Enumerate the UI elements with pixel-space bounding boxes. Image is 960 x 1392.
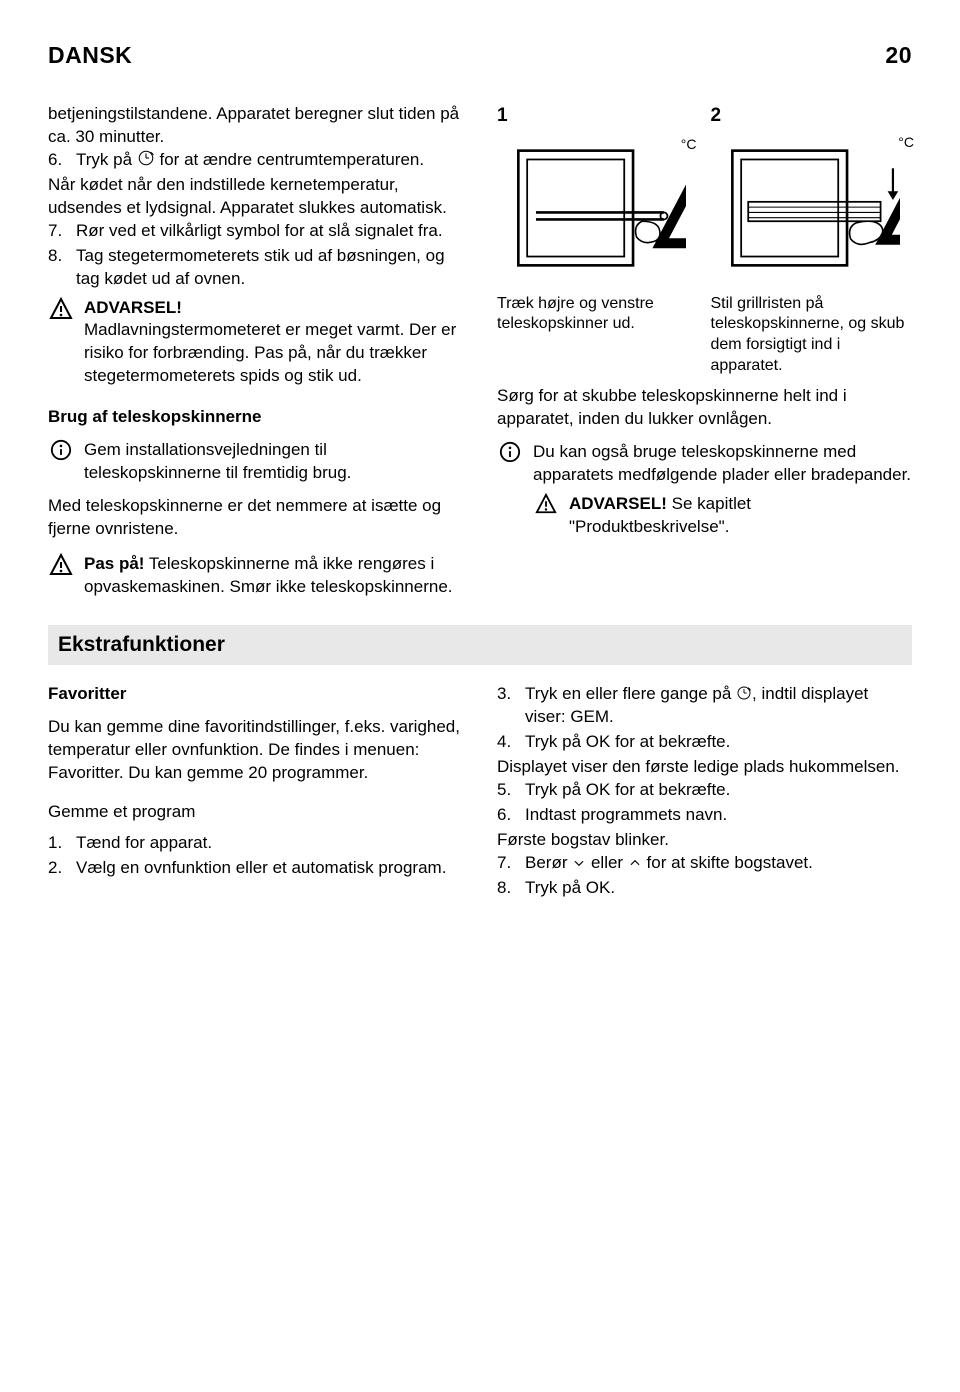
figure-1-degree: °C <box>681 135 697 154</box>
after-step4-text: Displayet viser den første ledige plads … <box>497 756 912 779</box>
chevron-up-icon <box>628 856 642 870</box>
warning-2-title: ADVARSEL! <box>569 494 667 513</box>
favorites-left: Favoritter Du kan gemme dine favoritinds… <box>48 683 463 901</box>
warning-2: ADVARSEL! Se kapitlet "Produktbeskrivels… <box>569 493 912 539</box>
page-number: 20 <box>885 40 912 71</box>
fav-step-8-num: 8. <box>497 877 525 900</box>
figure-1: 1 °C Træk højre og venstre teleskopskinn… <box>497 103 699 377</box>
fav-step-7c: for at skifte bogstavet. <box>642 853 813 872</box>
clock-hand-icon <box>736 685 752 701</box>
fav-step-5a: Tryk på <box>525 780 586 799</box>
language-label: DANSK <box>48 40 132 71</box>
fav-step-5-num: 5. <box>497 779 525 802</box>
fav-step-3-num: 3. <box>497 683 525 729</box>
push-fully-para: Sørg for at skubbe teleskopskinnerne hel… <box>497 385 912 431</box>
figure-2-number: 2 <box>711 103 913 129</box>
fav-step-8: Tryk på OK. <box>525 877 912 900</box>
warning-icon <box>49 297 73 321</box>
oven-pull-rails-illustration <box>497 133 699 283</box>
clock-hand-icon <box>137 149 155 167</box>
step-8-number: 8. <box>48 245 76 291</box>
fav-step-2-num: 2. <box>48 857 76 880</box>
figure-1-caption: Træk højre og venstre teleskopskinner ud… <box>497 294 699 336</box>
fav-step-1-num: 1. <box>48 832 76 855</box>
telescopic-heading: Brug af teleskopskinnerne <box>48 406 463 429</box>
info-icon <box>50 439 72 461</box>
step-6-text-a: Tryk på <box>76 150 137 169</box>
fav-step-2: Vælg en ovnfunktion eller et automatisk … <box>76 857 463 880</box>
figure-1-number: 1 <box>497 103 699 129</box>
figure-2-caption: Stil grillristen på teleskopskinnerne, o… <box>711 294 913 377</box>
favorites-heading: Favoritter <box>48 683 463 706</box>
telescopic-para: Med teleskopskinnerne er det nemmere at … <box>48 495 463 541</box>
fav-step-7b: eller <box>586 853 628 872</box>
fav-step-4: Tryk på OK for at bekræfte. <box>525 731 912 754</box>
continued-text: betjeningstilstandene. Apparatet beregne… <box>48 103 463 149</box>
warning-1-body: Madlavningstermometeret er meget varmt. … <box>84 319 463 388</box>
step-7-number: 7. <box>48 220 76 243</box>
after-step6-text: Når kødet når den indstillede kernetempe… <box>48 174 463 220</box>
fav-step-3a: Tryk en eller flere gange på <box>525 684 736 703</box>
after-step6-text: Første bogstav blinker. <box>497 829 912 852</box>
section-heading-extras: Ekstrafunktioner <box>48 625 912 665</box>
fav-step-8b: . <box>610 878 615 897</box>
info-also-use: Du kan også bruge teleskopskinnerne med … <box>533 441 912 539</box>
fav-step-3: Tryk en eller flere gange på , indtil di… <box>525 683 912 729</box>
step-7-body: Rør ved et vilkårligt symbol for at slå … <box>76 220 463 243</box>
favorites-intro: Du kan gemme dine favoritindstillinger, … <box>48 716 463 785</box>
save-program-heading: Gemme et program <box>48 801 463 824</box>
info-icon <box>499 441 521 463</box>
figure-2: 2 °C Stil grillristen på teleskopskinner… <box>711 103 913 377</box>
fav-step-7: Berør eller for at skifte bogstavet. <box>525 852 912 875</box>
fav-step-6-num: 6. <box>497 804 525 827</box>
info-keep-manual: Gem installationsvejledningen til telesk… <box>84 439 463 485</box>
warning-icon <box>49 553 73 577</box>
caution-telescopic: Pas på! Teleskopskinnerne må ikke rengør… <box>84 553 463 599</box>
fav-step-5b: for at bekræfte. <box>610 780 730 799</box>
fav-step-5: Tryk på OK for at bekræfte. <box>525 779 912 802</box>
step-6-number: 6. <box>48 149 76 172</box>
right-column: 1 °C Træk højre og venstre teleskopskinn… <box>497 103 912 599</box>
warning-icon <box>535 493 557 515</box>
caution-title: Pas på! <box>84 554 144 573</box>
step-6-text-b: for at ændre centrumtemperaturen. <box>155 150 424 169</box>
warning-1: ADVARSEL! Madlavningstermometeret er meg… <box>84 297 463 389</box>
figure-2-degree: °C <box>898 133 914 152</box>
fav-step-8a: Tryk på <box>525 878 586 897</box>
ok-symbol: OK <box>586 780 611 799</box>
fav-step-7a: Berør <box>525 853 572 872</box>
ok-symbol: OK <box>586 878 611 897</box>
fav-step-4b: for at bekræfte. <box>610 732 730 751</box>
left-column: betjeningstilstandene. Apparatet beregne… <box>48 103 463 599</box>
fav-step-4-num: 4. <box>497 731 525 754</box>
fav-step-1: Tænd for apparat. <box>76 832 463 855</box>
fav-step-4a: Tryk på <box>525 732 586 751</box>
step-6-body: Tryk på for at ændre centrumtemperaturen… <box>76 149 463 172</box>
info-also-text: Du kan også bruge teleskopskinnerne med … <box>533 442 911 484</box>
fav-step-6: Indtast programmets navn. <box>525 804 912 827</box>
favorites-right: 3. Tryk en eller flere gange på , indtil… <box>497 683 912 901</box>
oven-insert-rack-illustration <box>711 133 913 283</box>
chevron-down-icon <box>572 856 586 870</box>
warning-1-title: ADVARSEL! <box>84 298 182 317</box>
fav-step-7-num: 7. <box>497 852 525 875</box>
ok-symbol: OK <box>586 732 611 751</box>
step-8-body: Tag stegetermometerets stik ud af bøsnin… <box>76 245 463 291</box>
